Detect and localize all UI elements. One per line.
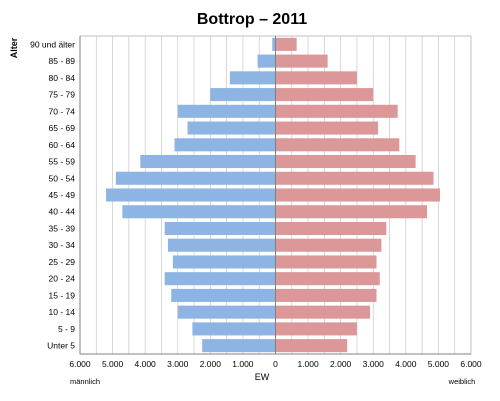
bar-male xyxy=(257,54,276,68)
bar-male xyxy=(210,88,276,102)
category-label: Unter 5 xyxy=(47,341,75,351)
y-axis-label: Alter xyxy=(9,37,19,58)
x-tick-label: 2.000 xyxy=(200,359,222,369)
x-tick-label: 6.000 xyxy=(69,359,91,369)
bar-female xyxy=(275,71,357,85)
bar-female xyxy=(275,138,400,152)
category-label: 5 - 9 xyxy=(58,324,75,334)
chart-title: Bottrop – 2011 xyxy=(197,11,307,28)
bars xyxy=(106,37,441,353)
bar-male xyxy=(187,121,276,135)
category-label: 40 - 44 xyxy=(49,207,76,217)
bar-female xyxy=(275,238,382,252)
bar-female xyxy=(275,339,348,353)
bar-male xyxy=(167,238,276,252)
category-label: 90 und älter xyxy=(30,39,75,49)
x-tick-label: 4.000 xyxy=(395,359,417,369)
x-tick-label: 1.000 xyxy=(297,359,319,369)
category-label: 60 - 64 xyxy=(49,140,76,150)
bar-male xyxy=(115,171,276,185)
x-tick-label: 6.000 xyxy=(460,359,482,369)
category-label: 10 - 14 xyxy=(49,307,76,317)
bar-male xyxy=(122,205,276,219)
category-label: 55 - 59 xyxy=(49,157,76,167)
bar-male xyxy=(164,272,276,286)
bar-female xyxy=(275,205,428,219)
bar-female xyxy=(275,54,328,68)
x-tick-label: 5.000 xyxy=(428,359,450,369)
bar-male xyxy=(172,255,276,269)
category-label: 30 - 34 xyxy=(49,240,76,250)
bar-female xyxy=(275,322,357,336)
x-tick-label: 1.000 xyxy=(232,359,254,369)
category-label: 65 - 69 xyxy=(49,123,76,133)
x-tick-label: 4.000 xyxy=(135,359,157,369)
bar-male xyxy=(229,71,276,85)
left-series-label: männlich xyxy=(70,377,100,386)
bar-male xyxy=(202,339,276,353)
bar-female xyxy=(275,37,297,51)
x-tick-label: 2.000 xyxy=(330,359,352,369)
category-label: 20 - 24 xyxy=(49,274,76,284)
x-tick-labels: 6.000 5.000 4.000 3.000 2.000 1.000 0 1.000 2.00… xyxy=(69,359,482,369)
bar-female xyxy=(275,255,377,269)
bar-female xyxy=(275,121,379,135)
bar-male xyxy=(192,322,276,336)
category-label: 80 - 84 xyxy=(49,73,76,83)
bar-male xyxy=(177,305,276,319)
category-label: 85 - 89 xyxy=(49,56,76,66)
bar-male xyxy=(272,37,276,51)
category-labels: 90 und älter 85 - 89 80 - 84 75 - 79 70 - 74… xyxy=(30,39,75,350)
x-tick-label: 5.000 xyxy=(102,359,124,369)
bar-female xyxy=(275,88,374,102)
bar-female xyxy=(275,104,398,118)
bar-female xyxy=(275,171,434,185)
bar-male xyxy=(106,188,276,202)
x-tick-label: 3.000 xyxy=(167,359,189,369)
category-label: 15 - 19 xyxy=(49,290,76,300)
bar-male xyxy=(140,154,276,169)
x-tick-label: 0 xyxy=(273,359,278,369)
bar-female xyxy=(275,272,380,286)
category-label: 25 - 29 xyxy=(49,257,76,267)
category-label: 35 - 39 xyxy=(49,223,76,233)
bar-female xyxy=(275,188,441,202)
category-label: 70 - 74 xyxy=(49,106,76,116)
bar-male xyxy=(171,288,276,302)
bar-female xyxy=(275,288,377,302)
bar-male xyxy=(164,221,276,236)
x-axis-label: EW xyxy=(255,372,270,382)
bar-female xyxy=(275,154,416,169)
category-label: 50 - 54 xyxy=(49,173,76,183)
bar-male xyxy=(177,104,276,118)
bar-male xyxy=(174,138,276,152)
bar-female xyxy=(275,305,370,319)
axes xyxy=(79,36,471,355)
category-label: 45 - 49 xyxy=(49,190,76,200)
category-label: 75 - 79 xyxy=(49,90,76,100)
bar-female xyxy=(275,221,387,236)
x-tick-label: 3.000 xyxy=(363,359,385,369)
right-series-label: weiblich xyxy=(448,377,476,386)
